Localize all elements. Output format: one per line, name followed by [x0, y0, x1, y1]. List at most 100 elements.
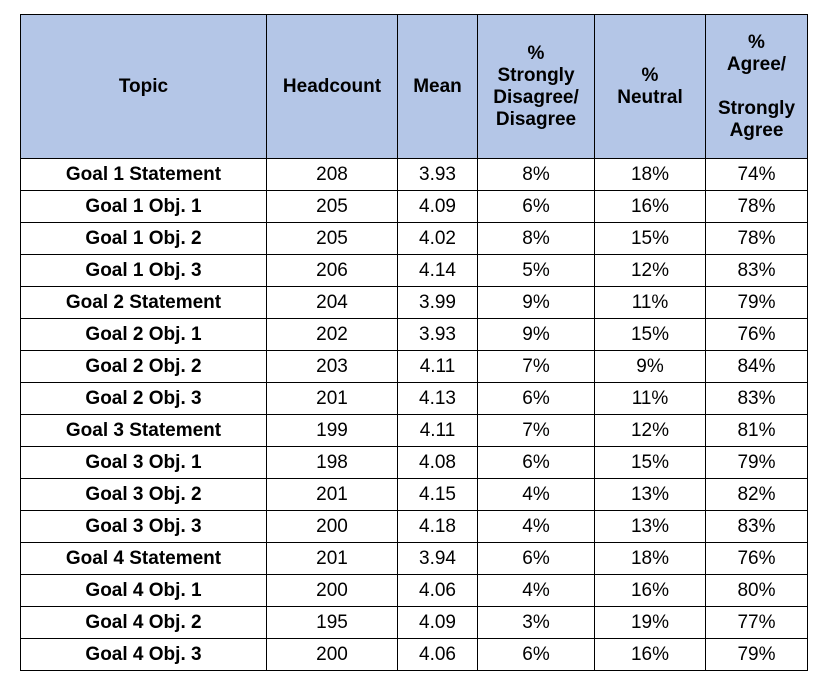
cell-agree: 74% — [705, 158, 808, 191]
cell-topic: Goal 4 Obj. 3 — [20, 638, 267, 671]
cell-mean: 3.99 — [397, 286, 478, 319]
cell-topic: Goal 1 Obj. 1 — [20, 190, 267, 223]
cell-neutral: 12% — [594, 414, 706, 447]
table-row: Goal 1 Obj. 3 206 4.14 5% 12% 83% — [20, 254, 808, 287]
cell-disagree: 3% — [477, 606, 595, 639]
header-agree-line: Agree/ — [726, 53, 787, 75]
cell-neutral: 18% — [594, 158, 706, 191]
cell-mean: 4.09 — [397, 606, 478, 639]
table-header: Topic Headcount Mean % Strongly Disagree… — [20, 14, 808, 159]
cell-topic: Goal 3 Obj. 3 — [20, 510, 267, 543]
cell-neutral: 12% — [594, 254, 706, 287]
cell-neutral: 16% — [594, 190, 706, 223]
cell-topic: Goal 3 Obj. 1 — [20, 446, 267, 479]
header-disagree-line: Strongly — [497, 64, 575, 86]
cell-neutral: 16% — [594, 638, 706, 671]
cell-headcount: 200 — [266, 574, 398, 607]
table-row: Goal 1 Obj. 1 205 4.09 6% 16% 78% — [20, 190, 808, 223]
cell-agree: 79% — [705, 638, 808, 671]
cell-neutral: 19% — [594, 606, 706, 639]
cell-disagree: 7% — [477, 414, 595, 447]
cell-topic: Goal 4 Obj. 2 — [20, 606, 267, 639]
header-neutral-line: % — [641, 64, 659, 86]
cell-topic: Goal 1 Obj. 2 — [20, 222, 267, 255]
cell-headcount: 198 — [266, 446, 398, 479]
table-row: Goal 4 Obj. 2 195 4.09 3% 19% 77% — [20, 606, 808, 639]
header-disagree-line: Disagree/ — [493, 86, 579, 108]
table-row: Goal 3 Statement 199 4.11 7% 12% 81% — [20, 414, 808, 447]
header-neutral: % Neutral — [594, 14, 706, 159]
header-mean: Mean — [397, 14, 478, 159]
cell-disagree: 4% — [477, 510, 595, 543]
cell-agree: 83% — [705, 254, 808, 287]
cell-agree: 81% — [705, 414, 808, 447]
table-row: Goal 4 Obj. 1 200 4.06 4% 16% 80% — [20, 574, 808, 607]
cell-mean: 4.11 — [397, 350, 478, 383]
header-agree-line: Strongly — [717, 97, 796, 119]
cell-topic: Goal 4 Statement — [20, 542, 267, 575]
cell-headcount: 201 — [266, 382, 398, 415]
cell-headcount: 202 — [266, 318, 398, 351]
cell-disagree: 9% — [477, 286, 595, 319]
table-row: Goal 2 Obj. 3 201 4.13 6% 11% 83% — [20, 382, 808, 415]
cell-agree: 80% — [705, 574, 808, 607]
cell-headcount: 201 — [266, 478, 398, 511]
cell-agree: 82% — [705, 478, 808, 511]
cell-topic: Goal 1 Statement — [20, 158, 267, 191]
header-agree-line: % — [748, 31, 765, 53]
cell-topic: Goal 2 Obj. 1 — [20, 318, 267, 351]
header-topic: Topic — [20, 14, 267, 159]
header-neutral-line: Neutral — [617, 86, 683, 108]
cell-agree: 79% — [705, 286, 808, 319]
cell-mean: 4.15 — [397, 478, 478, 511]
cell-headcount: 200 — [266, 510, 398, 543]
table-body: Goal 1 Statement 208 3.93 8% 18% 74% Goa… — [20, 158, 808, 671]
cell-neutral: 13% — [594, 478, 706, 511]
cell-topic: Goal 1 Obj. 3 — [20, 254, 267, 287]
cell-disagree: 6% — [477, 382, 595, 415]
cell-neutral: 15% — [594, 222, 706, 255]
cell-mean: 4.13 — [397, 382, 478, 415]
cell-topic: Goal 2 Obj. 3 — [20, 382, 267, 415]
cell-headcount: 203 — [266, 350, 398, 383]
cell-agree: 77% — [705, 606, 808, 639]
header-disagree-line: Disagree — [495, 108, 577, 130]
cell-disagree: 6% — [477, 190, 595, 223]
header-headcount: Headcount — [266, 14, 398, 159]
cell-neutral: 18% — [594, 542, 706, 575]
cell-topic: Goal 2 Statement — [20, 286, 267, 319]
table-row: Goal 4 Statement 201 3.94 6% 18% 76% — [20, 542, 808, 575]
cell-mean: 3.93 — [397, 318, 478, 351]
cell-agree: 78% — [705, 222, 808, 255]
cell-mean: 3.94 — [397, 542, 478, 575]
cell-disagree: 6% — [477, 446, 595, 479]
cell-neutral: 11% — [594, 286, 706, 319]
cell-headcount: 201 — [266, 542, 398, 575]
cell-neutral: 11% — [594, 382, 706, 415]
cell-mean: 4.18 — [397, 510, 478, 543]
cell-topic: Goal 3 Obj. 2 — [20, 478, 267, 511]
header-disagree: % Strongly Disagree/ Disagree — [477, 14, 595, 159]
cell-headcount: 200 — [266, 638, 398, 671]
cell-disagree: 5% — [477, 254, 595, 287]
cell-topic: Goal 4 Obj. 1 — [20, 574, 267, 607]
header-agree-spacer — [706, 76, 807, 98]
cell-disagree: 4% — [477, 574, 595, 607]
cell-agree: 78% — [705, 190, 808, 223]
table-row: Goal 1 Statement 208 3.93 8% 18% 74% — [20, 158, 808, 191]
cell-neutral: 15% — [594, 318, 706, 351]
cell-disagree: 8% — [477, 158, 595, 191]
table-row: Goal 2 Statement 204 3.99 9% 11% 79% — [20, 286, 808, 319]
cell-mean: 4.08 — [397, 446, 478, 479]
cell-headcount: 195 — [266, 606, 398, 639]
cell-mean: 3.93 — [397, 158, 478, 191]
table-row: Goal 3 Obj. 2 201 4.15 4% 13% 82% — [20, 478, 808, 511]
cell-disagree: 6% — [477, 542, 595, 575]
cell-mean: 4.06 — [397, 574, 478, 607]
cell-agree: 83% — [705, 510, 808, 543]
cell-headcount: 206 — [266, 254, 398, 287]
cell-agree: 79% — [705, 446, 808, 479]
table-row: Goal 3 Obj. 3 200 4.18 4% 13% 83% — [20, 510, 808, 543]
cell-disagree: 4% — [477, 478, 595, 511]
table-row: Goal 2 Obj. 1 202 3.93 9% 15% 76% — [20, 318, 808, 351]
